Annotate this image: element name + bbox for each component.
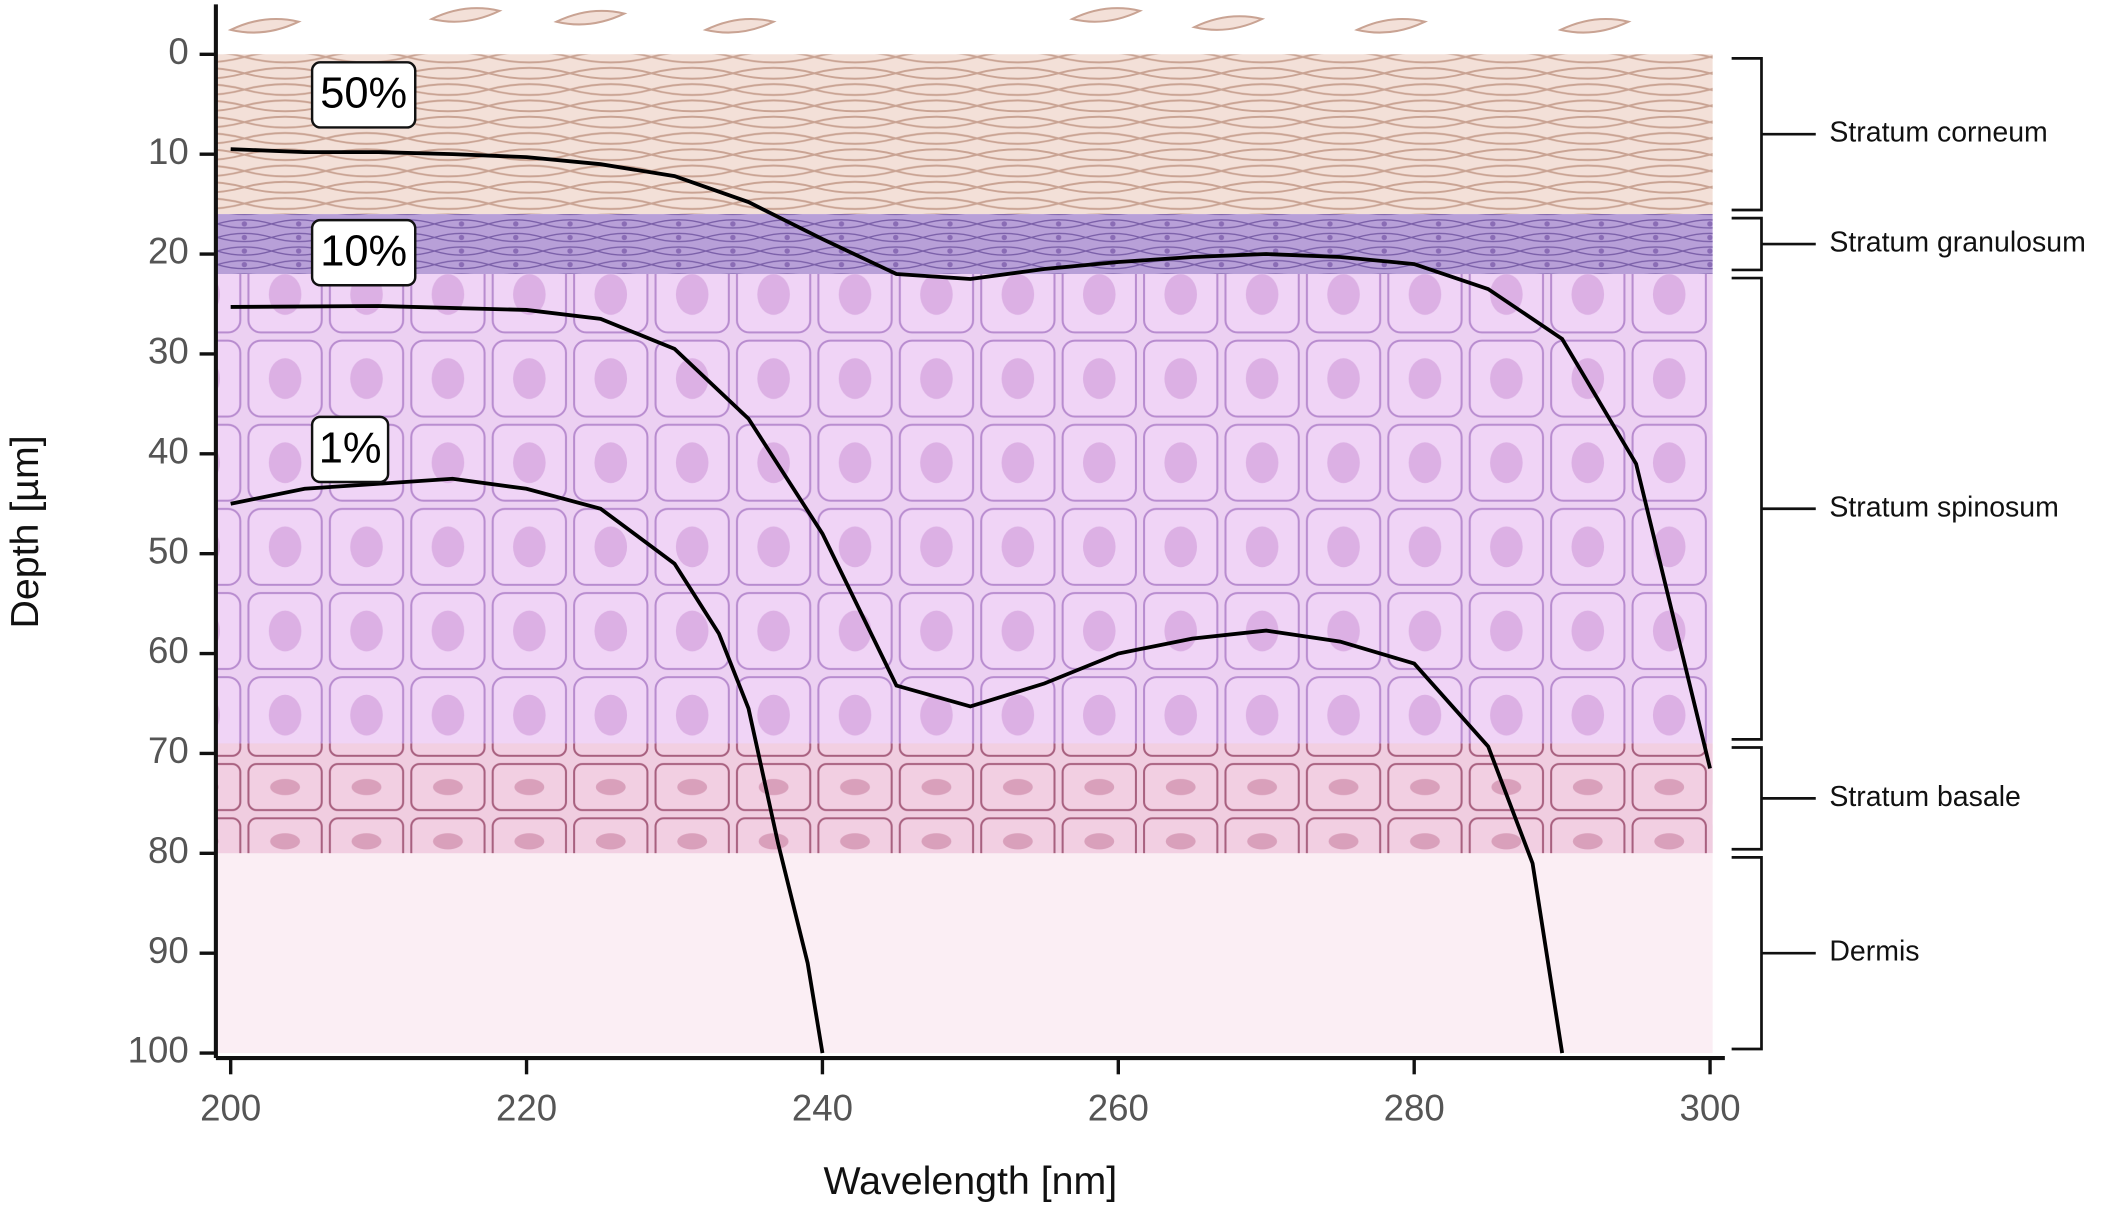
skin-flake (1191, 15, 1266, 31)
y-tick-label: 100 (128, 1030, 189, 1071)
layer-label: Stratum granulosum (1829, 227, 2085, 259)
plot-lines: 50% 10% 1% (230, 61, 1712, 1054)
series-line (230, 304, 1565, 1054)
y-tick-label: 50 (148, 530, 189, 571)
series-label-box (310, 415, 390, 484)
layer-bracket (1731, 56, 1816, 212)
y-tick-label: 80 (148, 830, 189, 871)
y-tick-label: 30 (148, 331, 189, 372)
layer-bracket (1731, 276, 1816, 741)
x-tick-label: 260 (1088, 1087, 1149, 1128)
y-tick-label: 40 (148, 430, 189, 471)
layer-texture (215, 274, 1713, 744)
series-label-box (310, 218, 417, 287)
x-axis-title: Wavelength [nm] (823, 1159, 1117, 1203)
series-label: 1% (319, 424, 382, 472)
skin-flake (553, 9, 628, 26)
x-tick-label: 220 (496, 1087, 557, 1128)
skin-flake (1069, 7, 1144, 23)
layer-band (215, 853, 1713, 1054)
series-label: 10% (320, 228, 407, 276)
series-line (230, 147, 1712, 769)
y-tick-label: 20 (148, 231, 189, 272)
layer-background (215, 7, 1713, 1054)
y-tick-label: 10 (148, 131, 189, 172)
x-tick-label: 300 (1680, 1087, 1741, 1128)
y-tick-label: 90 (148, 930, 189, 971)
layer-bracket (1731, 856, 1816, 1051)
skin-flake (702, 17, 777, 34)
layer-label: Stratum corneum (1829, 117, 2047, 149)
skin-flake (227, 17, 302, 34)
y-tick-label: 0 (168, 31, 188, 72)
skin-flake (428, 7, 503, 23)
series-label-box (310, 61, 417, 129)
skin-flake (1557, 17, 1632, 34)
y-tick-label: 70 (148, 730, 189, 771)
y-axis-title: Depth [µm] (3, 435, 47, 628)
x-tick-label: 240 (792, 1087, 853, 1128)
layer-label: Stratum spinosum (1829, 491, 2059, 523)
layer-texture (215, 214, 1713, 275)
series-label: 50% (320, 70, 407, 118)
layer-texture (215, 54, 1713, 215)
layer-bracket (1731, 216, 1816, 272)
x-tick-label: 200 (200, 1087, 261, 1128)
layer-texture (215, 743, 1713, 854)
skin-flake (1354, 17, 1428, 34)
x-tick-label: 280 (1384, 1087, 1445, 1128)
layer-bracket (1731, 746, 1816, 851)
layer-label: Dermis (1829, 936, 1919, 968)
series-line (230, 476, 825, 1054)
layer-label: Stratum basale (1829, 781, 2021, 813)
y-tick-label: 60 (148, 630, 189, 671)
